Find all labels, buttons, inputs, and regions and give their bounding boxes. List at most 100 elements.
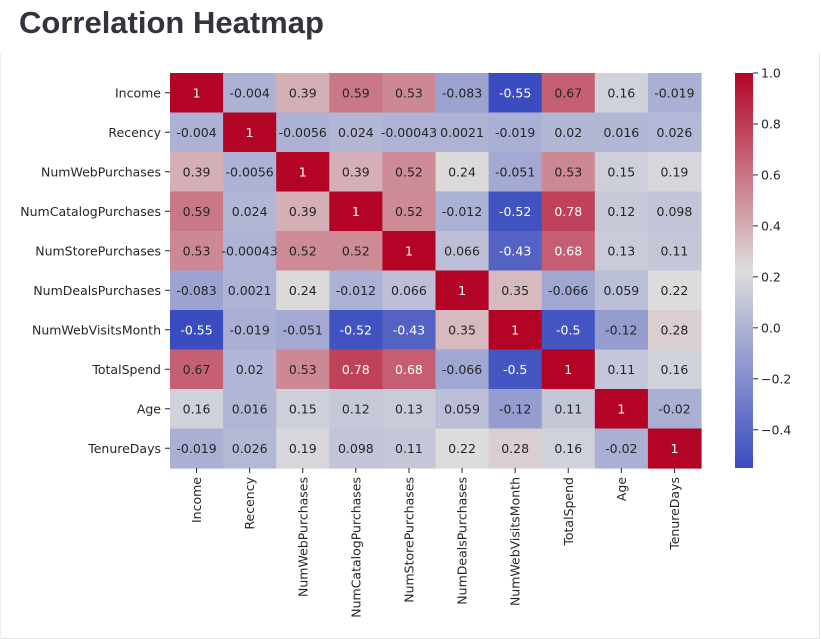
heatmap-cell: [435, 73, 490, 114]
heatmap-cell-label: -0.004: [176, 125, 216, 140]
heatmap-cell: [647, 389, 702, 430]
colorbar-tick-label: 0.0: [761, 320, 781, 335]
heatmap-cell: [170, 389, 224, 430]
col-label: NumDealsPurchases: [455, 477, 470, 605]
heatmap-cell: [223, 310, 277, 351]
heatmap-cell-label: -0.019: [495, 125, 535, 140]
heatmap-cell-label: 0.11: [661, 243, 689, 258]
heatmap-cell: [276, 270, 330, 311]
heatmap-cell: [223, 428, 277, 469]
heatmap-cell: [382, 310, 437, 351]
col-label: NumWebPurchases: [295, 477, 310, 597]
heatmap-cell-label: 0.02: [236, 362, 264, 377]
heatmap-cell: [435, 310, 490, 351]
heatmap-cell-label: 0.11: [395, 441, 423, 456]
heatmap-cell: [382, 389, 437, 430]
heatmap-cell-label: 1: [670, 441, 678, 456]
heatmap-cell-label: 0.68: [554, 243, 582, 258]
heatmap-cell-label: 0.22: [448, 441, 476, 456]
heatmap-cell: [647, 349, 702, 390]
heatmap-cell: [223, 112, 277, 153]
heatmap-cell: [594, 191, 649, 232]
heatmap-cell: [276, 112, 330, 153]
heatmap-cell: [541, 270, 596, 311]
heatmap-cell-label: 0.098: [657, 204, 693, 219]
heatmap-cell: [541, 389, 596, 430]
heatmap-cell: [594, 231, 649, 272]
heatmap-cell: [435, 270, 490, 311]
row-label: TotalSpend: [91, 362, 161, 377]
heatmap-cell: [647, 152, 702, 193]
heatmap-cell: [223, 73, 277, 114]
heatmap-cell-labels: 1 -0.004 0.39 0.59 0.53 -0.083 -0.55 0.67 0.16 -0…: [176, 85, 694, 456]
heatmap-cell: [488, 349, 543, 390]
heatmap-cell-label: -0.43: [393, 322, 425, 337]
heatmap-cell: [488, 231, 543, 272]
heatmap-cell: [223, 270, 277, 311]
heatmap-cell: [488, 310, 543, 351]
heatmap-col-labels: Income Recency NumWebPurchases NumCatalogPu…: [189, 468, 682, 618]
heatmap-cell: [329, 389, 383, 430]
heatmap-cell-label: 0.59: [342, 85, 370, 100]
heatmap-cell-label: 1: [352, 204, 360, 219]
heatmap-cell: [488, 73, 543, 114]
heatmap-row-labels: Income Recency NumWebPurchases NumCatalogPu…: [20, 85, 170, 456]
heatmap-cell-label: 0.15: [607, 164, 635, 179]
colorbar: 1.0 0.8 0.6 0.4 0.2 0.0 −0.2 −0.4: [735, 66, 791, 468]
heatmap-cell: [382, 270, 437, 311]
heatmap-cell-label: -0.019: [654, 85, 694, 100]
colorbar-tick-label: 0.4: [761, 218, 781, 233]
heatmap-cell-label: 0.22: [661, 283, 689, 298]
heatmap-cell-label: -0.00043: [381, 125, 437, 140]
heatmap-cell: [435, 112, 490, 153]
heatmap-cell: [170, 270, 224, 311]
heatmap-cell: [329, 112, 383, 153]
heatmap-cell: [647, 310, 702, 351]
heatmap-cell-label: 0.16: [607, 85, 635, 100]
heatmap-cell-label: 0.16: [661, 362, 689, 377]
heatmap-cell: [594, 270, 649, 311]
row-label: NumWebPurchases: [41, 164, 161, 179]
heatmap-cell-label: 0.52: [289, 243, 317, 258]
heatmap-cell: [541, 231, 596, 272]
heatmap-cell-label: 0.19: [289, 441, 317, 456]
heatmap-cell-label: 0.39: [183, 164, 211, 179]
heatmap-cell: [435, 191, 490, 232]
heatmap-cell-label: 0.16: [554, 441, 582, 456]
heatmap-cell-label: 0.39: [289, 85, 317, 100]
heatmap-cell: [647, 73, 702, 114]
heatmap-cell: [170, 231, 224, 272]
page-title: Correlation Heatmap: [19, 5, 324, 40]
heatmap-cell: [329, 191, 383, 232]
heatmap-cell-label: -0.5: [503, 362, 527, 377]
heatmap-cell: [170, 349, 224, 390]
heatmap-cell: [276, 73, 330, 114]
heatmap-cell: [647, 428, 702, 469]
heatmap-cell-label: 0.24: [289, 283, 317, 298]
heatmap-cell: [382, 191, 437, 232]
heatmap-cell-label: -0.52: [340, 322, 372, 337]
heatmap-cell: [223, 152, 277, 193]
heatmap-cell-label: -0.52: [499, 204, 531, 219]
heatmap-cell: [435, 152, 490, 193]
heatmap-cell: [276, 152, 330, 193]
heatmap-cell-label: -0.051: [495, 164, 535, 179]
heatmap-cell: [541, 112, 596, 153]
heatmap-cell: [488, 152, 543, 193]
heatmap-cell: [329, 349, 383, 390]
heatmap-cell: [594, 152, 649, 193]
heatmap-cell: [329, 270, 383, 311]
heatmap-cell-label: 0.19: [661, 164, 689, 179]
heatmap-cell-label: 1: [511, 322, 519, 337]
heatmap-cell-label: -0.02: [605, 441, 637, 456]
heatmap-cell: [647, 270, 702, 311]
heatmap-cell-label: -0.43: [499, 243, 531, 258]
heatmap-cell: [329, 152, 383, 193]
heatmap-cell: [541, 152, 596, 193]
heatmap-cell: [276, 191, 330, 232]
heatmap-cell-label: 0.59: [183, 204, 211, 219]
heatmap-cell: [382, 428, 437, 469]
heatmap-cell-label: 0.35: [448, 322, 476, 337]
heatmap-cell: [276, 428, 330, 469]
